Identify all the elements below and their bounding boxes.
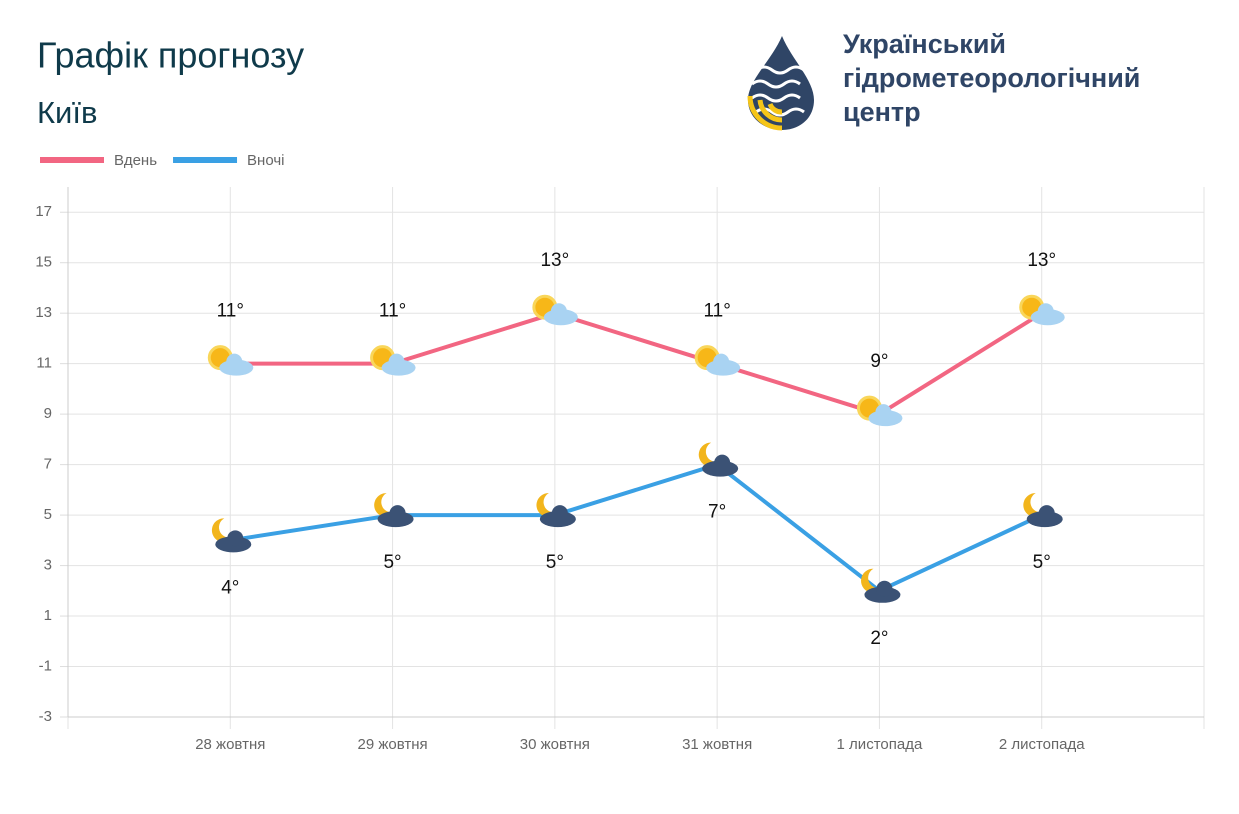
weather-icon	[374, 493, 414, 528]
cloud	[226, 353, 243, 370]
y-tick-label: 7	[44, 456, 52, 473]
weather-icon	[370, 345, 416, 376]
weather-icon	[211, 518, 252, 553]
x-tick-label: 29 жовтня	[357, 736, 427, 753]
weather-icon	[1023, 493, 1063, 528]
chart-title: Графік прогнозу	[37, 35, 304, 76]
moon	[1023, 493, 1046, 518]
org-name: центр	[843, 97, 921, 127]
x-tick-label: 28 жовтня	[195, 736, 265, 753]
y-tick-label: -1	[39, 657, 52, 674]
y-tick-label: 15	[35, 254, 52, 271]
weather-icon	[694, 345, 741, 376]
weather-icon	[856, 395, 903, 427]
moon	[374, 493, 397, 518]
y-tick-label: 11	[36, 355, 52, 372]
cloud	[389, 505, 406, 522]
weather-icon	[532, 294, 578, 326]
data-label: 11°	[379, 301, 406, 322]
weather-icon	[536, 493, 576, 528]
series-line	[229, 462, 1043, 594]
data-label: 13°	[1027, 250, 1056, 271]
moon	[698, 442, 722, 467]
cloud	[550, 303, 567, 320]
cloud	[227, 530, 244, 547]
x-tick-label: 30 жовтня	[520, 736, 590, 753]
moon	[861, 568, 884, 593]
data-label: 11°	[217, 301, 244, 322]
weather-icon	[698, 442, 739, 477]
data-label: 5°	[1033, 552, 1051, 573]
x-tick-label: 1 листопада	[837, 736, 923, 753]
y-tick-label: 13	[35, 304, 52, 321]
cloud	[876, 580, 893, 597]
cloud	[551, 505, 568, 522]
x-tick-label: 2 листопада	[999, 736, 1085, 753]
y-tick-label: 17	[35, 203, 52, 220]
y-tick-label: 3	[44, 557, 52, 574]
chart-subtitle: Київ	[37, 95, 97, 130]
data-label: 5°	[383, 552, 401, 573]
y-tick-label: 5	[44, 506, 52, 523]
data-label: 4°	[221, 577, 239, 598]
cloud	[713, 353, 730, 370]
data-label: 13°	[540, 250, 569, 271]
weather-icon	[861, 568, 901, 603]
x-tick-label: 31 жовтня	[682, 736, 752, 753]
logo	[747, 36, 814, 131]
cloud	[388, 353, 405, 370]
series-line	[230, 311, 1043, 417]
legend-label: Вночі	[247, 152, 284, 169]
cloud	[875, 404, 892, 421]
moon	[211, 518, 235, 543]
moon	[536, 493, 559, 518]
weather-icon	[1019, 294, 1065, 326]
data-label: 2°	[870, 628, 888, 649]
cloud	[714, 454, 731, 471]
data-label: 5°	[546, 552, 564, 573]
org-name: Український	[843, 29, 1006, 59]
y-tick-label: 9	[44, 405, 52, 422]
cloud	[1037, 303, 1054, 320]
data-label: 11°	[703, 301, 730, 322]
weather-icon	[207, 345, 254, 376]
y-tick-label: -3	[39, 708, 52, 725]
y-tick-label: 1	[44, 607, 52, 624]
data-label: 9°	[870, 351, 888, 372]
org-name: гідрометеорологічний	[843, 63, 1140, 93]
legend-label: Вдень	[114, 152, 157, 169]
data-label: 7°	[708, 502, 726, 523]
cloud	[1038, 505, 1055, 522]
